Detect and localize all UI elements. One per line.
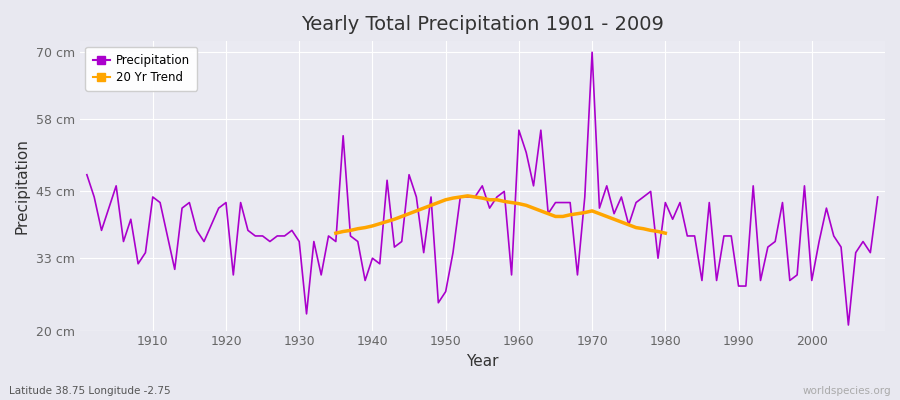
Legend: Precipitation, 20 Yr Trend: Precipitation, 20 Yr Trend <box>86 47 197 91</box>
Y-axis label: Precipitation: Precipitation <box>15 138 30 234</box>
Text: Latitude 38.75 Longitude -2.75: Latitude 38.75 Longitude -2.75 <box>9 386 171 396</box>
Title: Yearly Total Precipitation 1901 - 2009: Yearly Total Precipitation 1901 - 2009 <box>301 15 663 34</box>
X-axis label: Year: Year <box>466 354 499 369</box>
Text: worldspecies.org: worldspecies.org <box>803 386 891 396</box>
